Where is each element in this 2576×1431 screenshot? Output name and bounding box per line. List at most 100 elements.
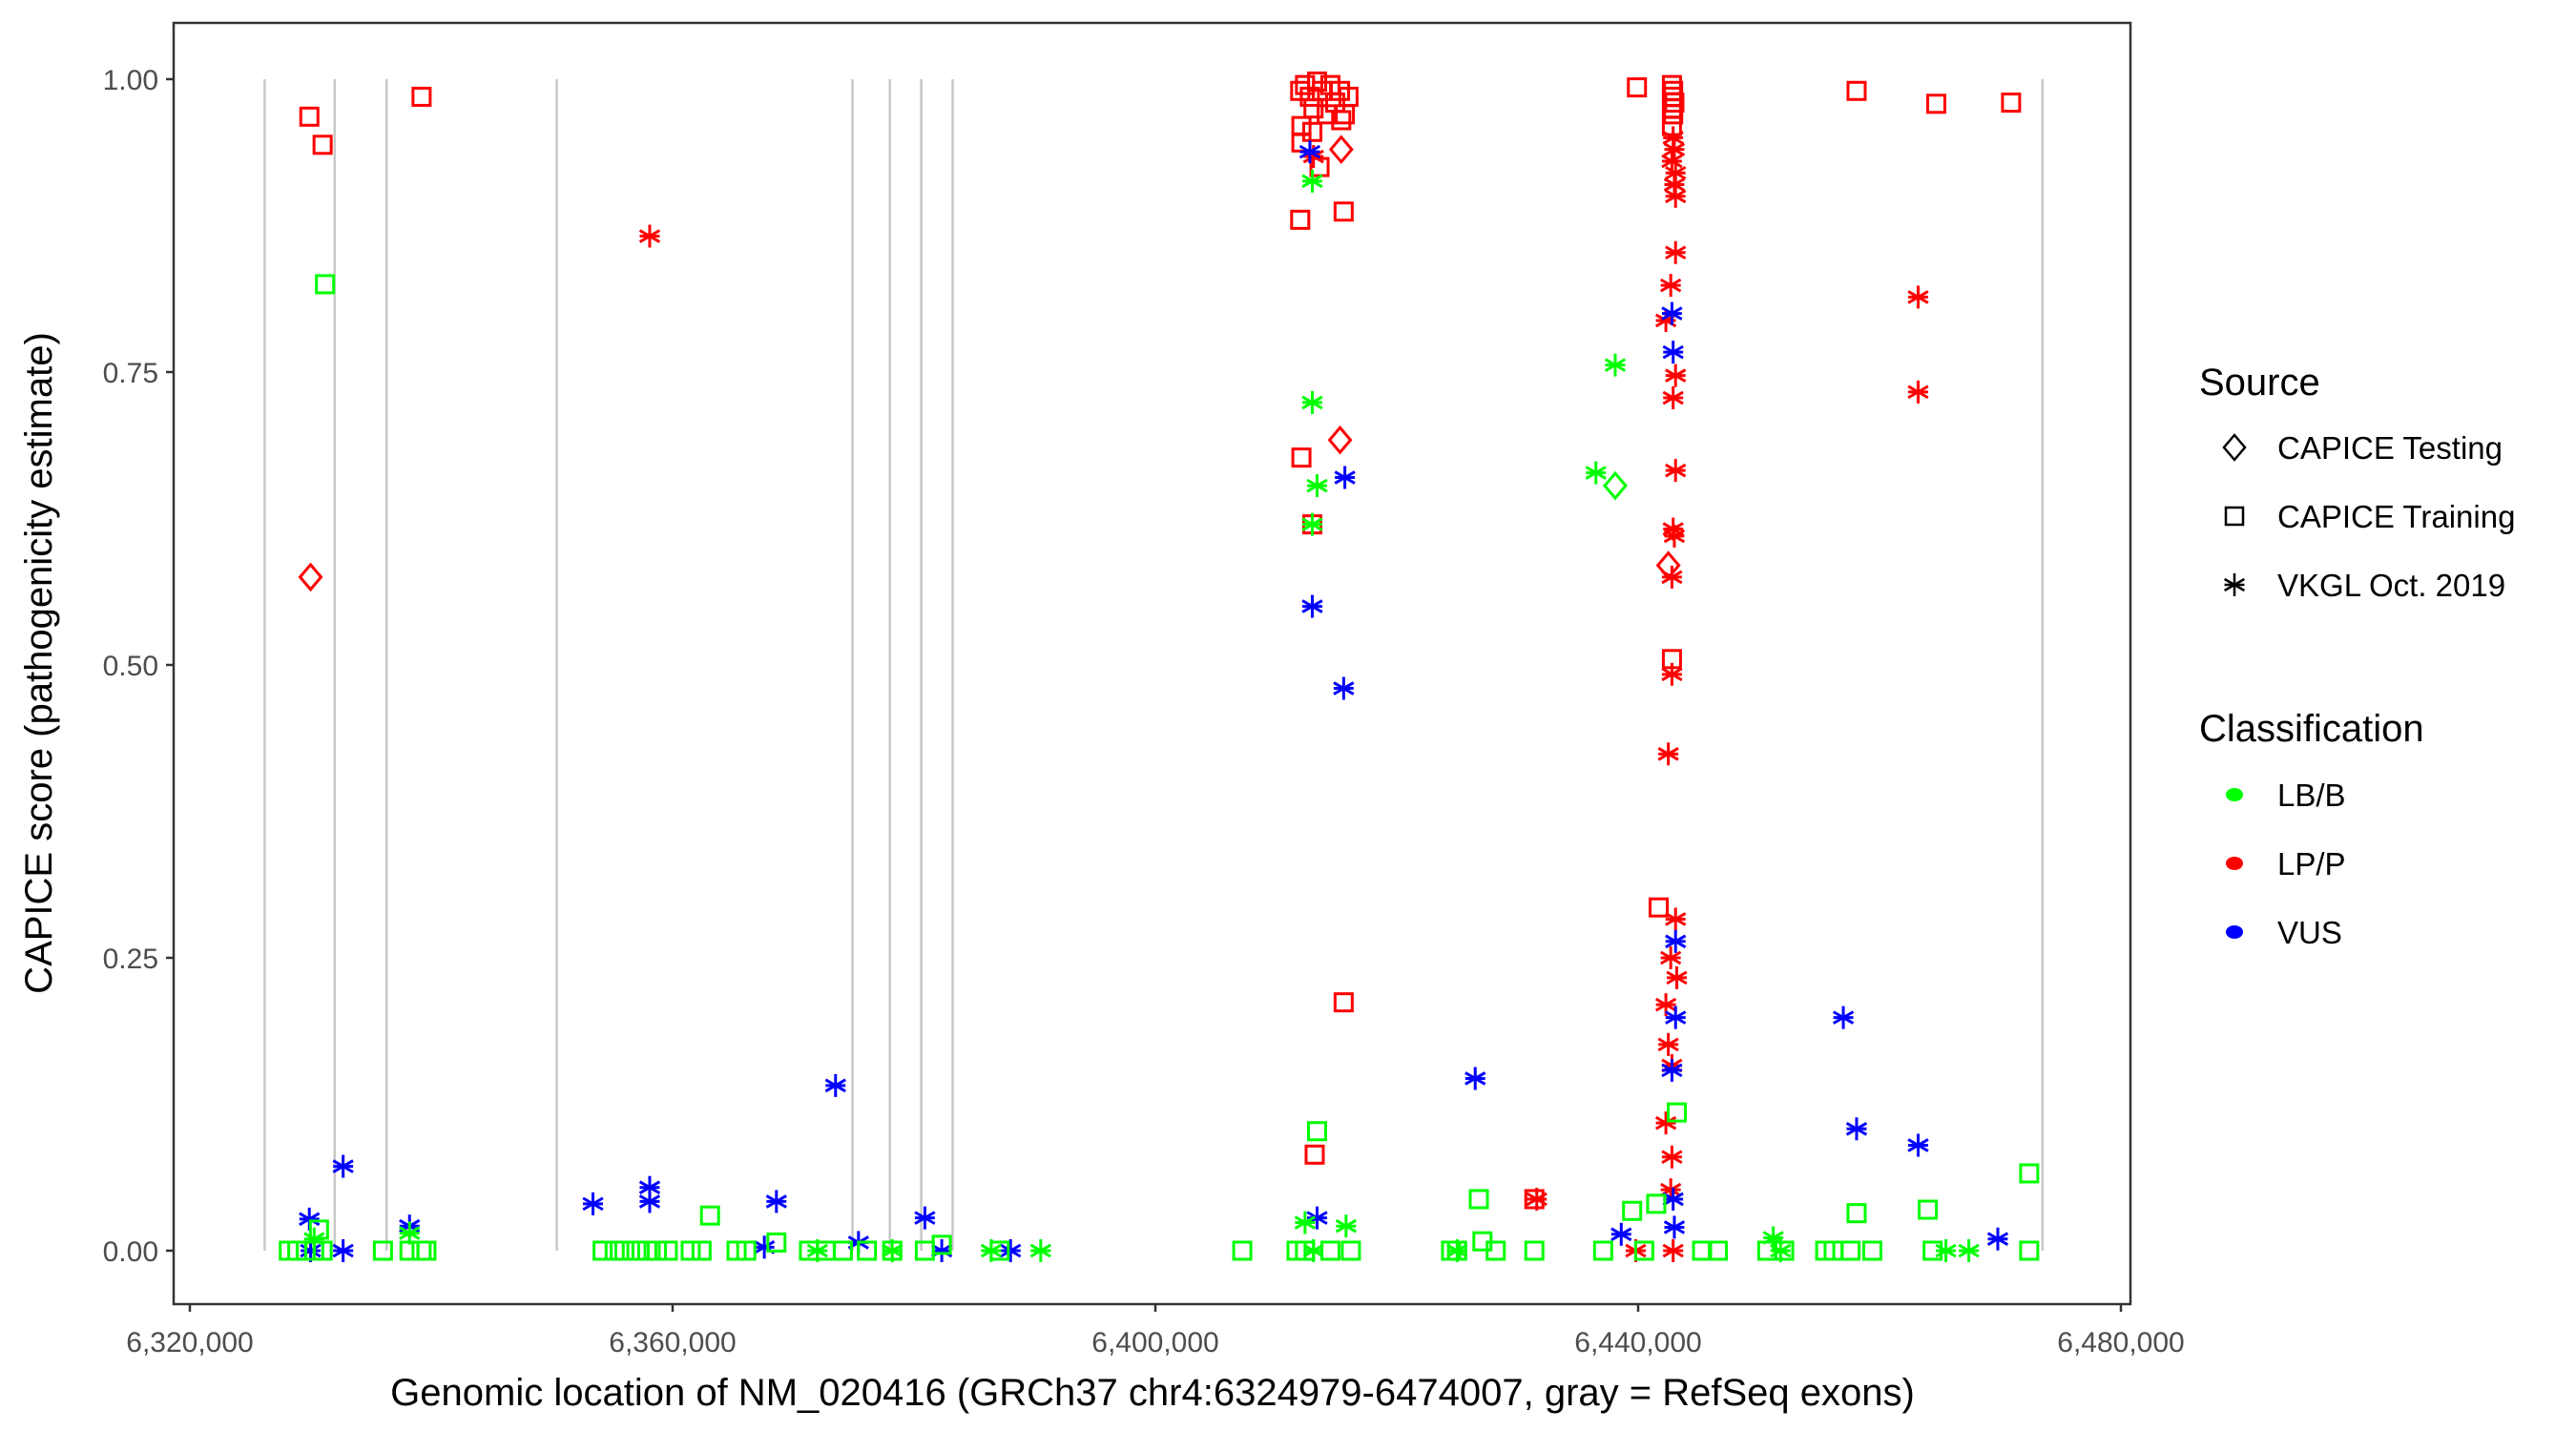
data-point-asterisk [638,224,661,248]
data-point-diamond [1602,470,1628,501]
data-point-asterisk [1334,466,1356,489]
data-point-square [832,1240,853,1261]
data-point-square [308,1219,329,1240]
data-point-square [736,1240,757,1261]
data-point-square [613,1240,634,1261]
data-point-square [1319,1240,1340,1261]
data-point-square [1333,992,1354,1013]
data-point-asterisk [1657,742,1679,766]
legend-asterisk-icon [2223,573,2246,596]
legend: Source Classification CAPICE Testing CAPI… [2199,362,2515,950]
data-point-diamond [1327,425,1353,455]
data-point-asterisk [1660,946,1682,969]
data-point-square [1333,201,1354,222]
legend-color-dot-icon [2226,925,2243,939]
data-point-asterisk [1665,363,1687,387]
data-point-asterisk [1935,1239,1957,1262]
data-point-asterisk [1335,1214,1358,1238]
data-point-asterisk [1465,1067,1486,1090]
data-point-square [1232,1240,1253,1261]
data-point-asterisk [1665,459,1687,483]
data-point-asterisk [930,1239,953,1262]
x-tick-label: 6,320,000 [126,1327,253,1358]
data-point-square [299,106,320,127]
data-point-asterisk [1000,1239,1022,1262]
data-point-square [1307,1121,1328,1142]
data-point-square [1840,1240,1861,1261]
data-point-square [1331,110,1352,131]
data-point-asterisk [1661,301,1683,325]
data-point-square [1666,1102,1687,1123]
data-point-square [680,1240,701,1261]
data-point-square [411,86,432,107]
x-axis: 6,320,000 6,360,000 6,400,000 6,440,000 6,48… [126,1304,2185,1358]
data-point-diamond [298,562,323,592]
data-point-square [691,1240,712,1261]
data-point-square [657,1240,678,1261]
data-point-square [1664,93,1685,114]
legend-class-label: LP/P [2277,846,2346,881]
data-point-square [312,135,333,156]
legend-source-label: VKGL Oct. 2019 [2277,568,2505,603]
data-point-square [1774,1240,1795,1261]
data-point-square [931,1234,952,1255]
y-tick-label: 0.75 [103,358,158,389]
y-axis-title: CAPICE score (pathogenicity estimate) [18,332,60,994]
data-point-square [1524,1240,1545,1261]
data-point-square [1861,1240,1882,1261]
legend-class-label: VUS [2277,915,2342,950]
x-tick-label: 6,400,000 [1091,1327,1218,1358]
legend-color-dot-icon [2226,857,2243,870]
data-point-asterisk [1663,137,1686,161]
data-point-asterisk [1661,565,1683,589]
data-point-asterisk [1662,386,1684,410]
data-point-square [626,1240,647,1261]
data-point-asterisk [1663,1215,1686,1239]
data-point-square [1918,1199,1939,1220]
data-point-asterisk [1029,1239,1051,1262]
data-point-square [1692,1240,1713,1261]
data-point-square [882,1240,903,1261]
data-point-square [1295,1240,1316,1261]
data-point-square [989,1240,1010,1261]
data-point-asterisk [1585,461,1607,485]
data-point-square [1291,447,1312,468]
data-point-asterisk [1654,1111,1677,1135]
data-point-asterisk [1907,285,1929,309]
y-tick-label: 1.00 [103,65,158,96]
panel-border [172,21,2132,1306]
x-tick-label: 6,440,000 [1574,1327,1701,1358]
data-point-square [2019,1240,2040,1261]
data-point-square [1846,1203,1867,1224]
data-point-square [1663,104,1684,125]
data-point-square [1446,1240,1467,1261]
data-point-asterisk [914,1206,936,1230]
data-point-square [1290,209,1311,230]
data-point-diamond [1328,135,1354,165]
data-point-asterisk [1666,965,1688,989]
data-point-asterisk [1662,1239,1684,1262]
x-tick-label: 6,360,000 [609,1327,736,1358]
data-point-asterisk [1604,353,1627,377]
data-point-square [1340,1240,1361,1261]
data-point-asterisk [1301,594,1323,618]
data-point-square [1707,1240,1728,1261]
data-point-asterisk [1294,1211,1317,1234]
legend-diamond-icon [2222,433,2247,462]
legend-source-label: CAPICE Training [2277,499,2515,534]
legend-source-label: CAPICE Testing [2277,430,2503,466]
data-point-square [2019,1163,2040,1184]
data-point-asterisk [1845,1117,1868,1141]
data-point-asterisk [1665,907,1687,931]
exon-lines [263,79,2045,1251]
data-point-asterisk [1306,474,1328,498]
y-axis: 0.00 0.25 0.50 0.75 1.00 [103,65,174,1268]
data-point-square [647,1240,668,1261]
data-point-asterisk [1662,1187,1684,1211]
data-point-asterisk [1986,1227,2009,1251]
data-point-asterisk [1665,184,1687,208]
data-point-asterisk [1907,380,1929,404]
legend-class-label: LB/B [2277,778,2346,813]
legend-source-title: Source [2199,362,2320,404]
